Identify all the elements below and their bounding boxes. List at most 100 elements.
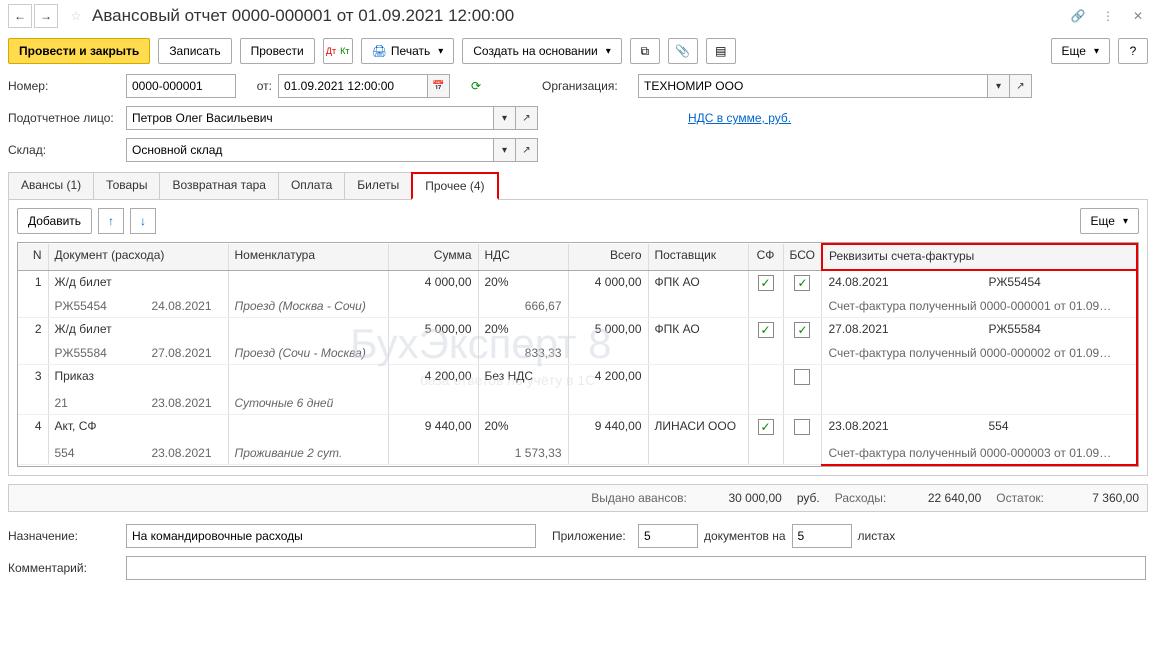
org-input[interactable] (638, 74, 988, 98)
table-row-sub[interactable]: РЖ5558427.08.2021 Проезд (Сочи - Москва)… (18, 342, 1137, 365)
col-doc: Документ (расхода) (48, 244, 228, 270)
cell-nom (228, 270, 388, 295)
attach-button[interactable]: 📎 (668, 38, 698, 64)
cell-nds-rate: 20% (478, 270, 568, 295)
checkbox[interactable]: ✓ (758, 419, 774, 435)
number-input[interactable] (126, 74, 236, 98)
person-select-icon[interactable]: ▾ (494, 106, 516, 130)
person-label: Подотчетное лицо: (8, 111, 120, 125)
table-row[interactable]: 1 Ж/д билет 4 000,00 20% 4 000,00 ФПК АО… (18, 270, 1137, 295)
person-input[interactable] (126, 106, 494, 130)
currency: руб. (797, 491, 820, 505)
cell-doc-num: 2123.08.2021 (48, 392, 228, 415)
create-based-button[interactable]: Создать на основании (462, 38, 622, 64)
cell-total: 4 000,00 (568, 270, 648, 295)
move-down-button[interactable]: ↓ (130, 208, 156, 234)
dtkt-button[interactable]: ДтКт (323, 38, 353, 64)
cell-supplier: ЛИНАСИ ООО (648, 414, 748, 442)
cell-supplier: ФПК АО (648, 270, 748, 295)
add-button[interactable]: Добавить (17, 208, 92, 234)
back-button[interactable]: ← (8, 4, 32, 28)
cell-sf: ✓ (748, 414, 783, 442)
comment-input[interactable] (126, 556, 1146, 580)
table-row-sub[interactable]: РЖ5545424.08.2021 Проезд (Москва - Сочи)… (18, 295, 1137, 318)
cell-n: 4 (18, 414, 48, 442)
related-button[interactable]: ⧉ (630, 38, 660, 64)
expense-table: N Документ (расхода) Номенклатура Сумма … (17, 242, 1139, 467)
cell-doc: Ж/д билет (48, 270, 228, 295)
cell-doc-num: РЖ5545424.08.2021 (48, 295, 228, 318)
more-button[interactable]: Еще (1051, 38, 1110, 64)
tab-advances[interactable]: Авансы (1) (8, 172, 94, 199)
cell-nom (228, 317, 388, 342)
report-button[interactable]: ▤ (706, 38, 736, 64)
warehouse-open-icon[interactable]: ↗ (516, 138, 538, 162)
warehouse-input[interactable] (126, 138, 494, 162)
table-row-sub[interactable]: 55423.08.2021 Проживание 2 сут. 1 573,33… (18, 442, 1137, 465)
status-icon[interactable]: ⟳ (466, 76, 486, 96)
cell-nds-rate: Без НДС (478, 364, 568, 392)
cell-nom-text: Проживание 2 сут. (228, 442, 388, 465)
table-row[interactable]: 2 Ж/д билет 5 000,00 20% 5 000,00 ФПК АО… (18, 317, 1137, 342)
document-title: Авансовый отчет 0000-000001 от 01.09.202… (92, 6, 1068, 26)
cell-sum: 9 440,00 (388, 414, 478, 442)
summary-bar: Выдано авансов: 30 000,00 руб. Расходы: … (8, 484, 1148, 512)
checkbox[interactable]: ✓ (758, 275, 774, 291)
warehouse-select-icon[interactable]: ▾ (494, 138, 516, 162)
checkbox[interactable]: ✓ (794, 275, 810, 291)
save-button[interactable]: Записать (158, 38, 231, 64)
close-icon[interactable]: ✕ (1128, 6, 1148, 26)
person-open-icon[interactable]: ↗ (516, 106, 538, 130)
move-up-button[interactable]: ↑ (98, 208, 124, 234)
tab-goods[interactable]: Товары (93, 172, 160, 199)
nds-link[interactable]: НДС в сумме, руб. (688, 111, 791, 125)
tabs: Авансы (1) Товары Возвратная тара Оплата… (8, 172, 1148, 200)
balance-label: Остаток: (996, 491, 1044, 505)
org-select-icon[interactable]: ▾ (988, 74, 1010, 98)
cell-nds-sum: 1 573,33 (478, 442, 568, 465)
col-sum: Сумма (388, 244, 478, 270)
cell-bso: ✓ (783, 317, 822, 342)
link-icon[interactable]: 🔗 (1068, 6, 1088, 26)
cell-n: 3 (18, 364, 48, 392)
help-button[interactable]: ? (1118, 38, 1148, 64)
attach-count-input[interactable] (638, 524, 698, 548)
attach-pages-input[interactable] (792, 524, 852, 548)
tab-tara[interactable]: Возвратная тара (159, 172, 279, 199)
more-icon[interactable]: ⋮ (1098, 6, 1118, 26)
cell-nds-rate: 20% (478, 317, 568, 342)
date-label: от: (242, 79, 272, 93)
attach-docs-label: документов на (704, 529, 786, 543)
checkbox[interactable]: ✓ (758, 322, 774, 338)
checkbox[interactable] (794, 419, 810, 435)
advance-value: 30 000,00 (702, 491, 782, 505)
cell-req-doc: Счет-фактура полученный 0000-000001 от 0… (822, 295, 1137, 318)
table-row-sub[interactable]: 2123.08.2021 Суточные 6 дней (18, 392, 1137, 415)
advance-label: Выдано авансов: (591, 491, 687, 505)
tab-other[interactable]: Прочее (4) (411, 172, 498, 200)
cell-nom-text: Проезд (Сочи - Москва) (228, 342, 388, 365)
tab-content: Добавить ↑ ↓ Еще N Документ (расхода) Но… (8, 200, 1148, 476)
purpose-input[interactable] (126, 524, 536, 548)
print-button[interactable]: 🖨 Печать (361, 38, 455, 64)
post-close-button[interactable]: Провести и закрыть (8, 38, 150, 64)
table-row[interactable]: 3 Приказ 4 200,00 Без НДС 4 200,00 (18, 364, 1137, 392)
tab-payment[interactable]: Оплата (278, 172, 345, 199)
cell-sum: 5 000,00 (388, 317, 478, 342)
calendar-icon[interactable]: 📅 (428, 74, 450, 98)
cell-n: 2 (18, 317, 48, 342)
org-open-icon[interactable]: ↗ (1010, 74, 1032, 98)
date-input[interactable] (278, 74, 428, 98)
favorite-icon[interactable]: ☆ (66, 6, 86, 26)
cell-nom (228, 364, 388, 392)
post-button[interactable]: Провести (240, 38, 315, 64)
table-row[interactable]: 4 Акт, СФ 9 440,00 20% 9 440,00 ЛИНАСИ О… (18, 414, 1137, 442)
checkbox[interactable]: ✓ (794, 322, 810, 338)
cell-req-doc (822, 392, 1137, 415)
cell-req-doc: Счет-фактура полученный 0000-000002 от 0… (822, 342, 1137, 365)
sub-more-button[interactable]: Еще (1080, 208, 1139, 234)
cell-sf: ✓ (748, 317, 783, 342)
tab-tickets[interactable]: Билеты (344, 172, 412, 199)
checkbox[interactable] (794, 369, 810, 385)
forward-button[interactable]: → (34, 4, 58, 28)
